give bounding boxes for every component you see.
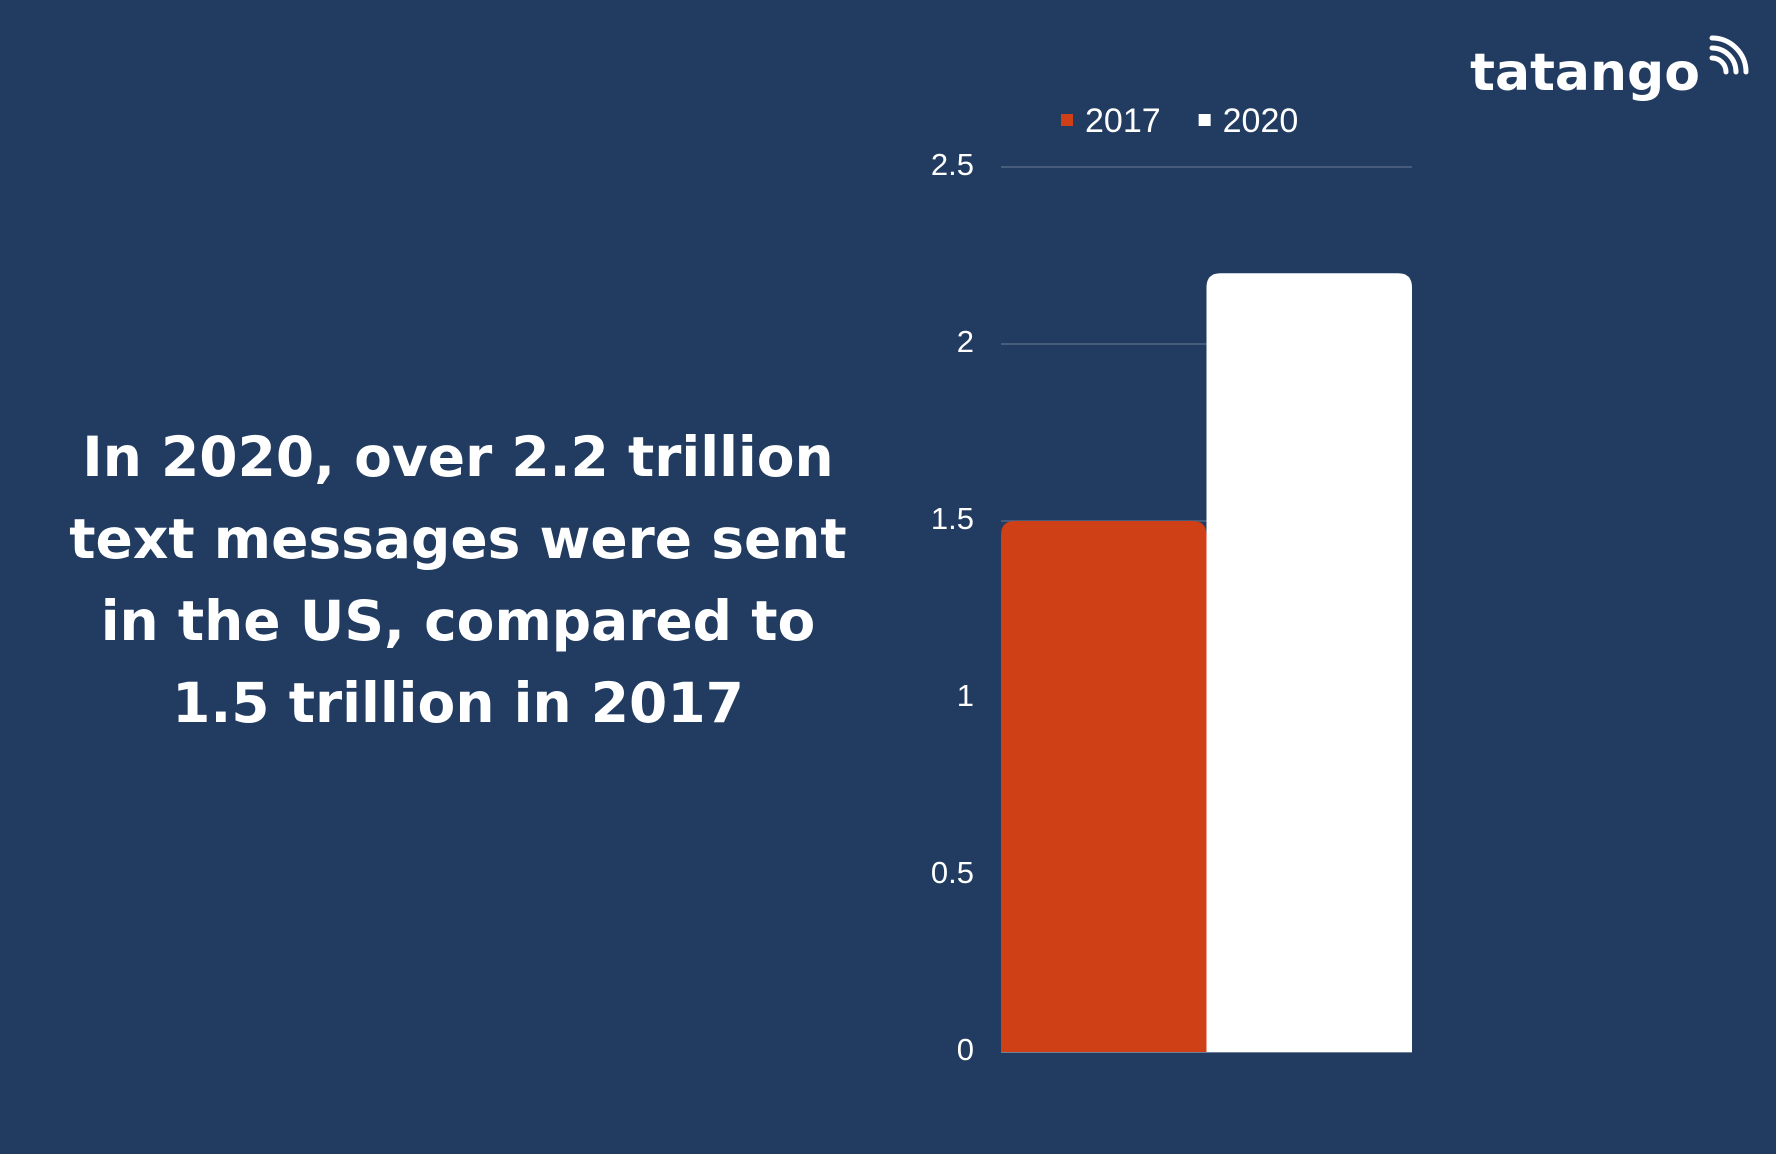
y-tick-label: 2.5	[931, 147, 974, 182]
logo-text: tatango	[1470, 43, 1700, 103]
annotation-line: text messages were sent	[69, 507, 846, 571]
legend-label: 2020	[1223, 102, 1299, 140]
y-tick-label: 2	[957, 324, 974, 359]
legend-swatch	[1061, 114, 1073, 126]
y-tick-label: 1.5	[931, 501, 974, 536]
y-tick-label: 0.5	[931, 855, 974, 890]
annotation-line: 1.5 trillion in 2017	[172, 671, 744, 735]
y-tick-label: 0	[957, 1032, 974, 1067]
legend-label: 2017	[1085, 102, 1161, 140]
logo-icon	[1709, 35, 1749, 75]
annotation-line: In 2020, over 2.2 trillion	[82, 425, 833, 489]
bar	[1206, 273, 1412, 1052]
bar	[1001, 521, 1207, 1052]
y-tick-label: 1	[957, 678, 974, 713]
legend-swatch	[1198, 114, 1211, 126]
logo: tatango	[1470, 35, 1749, 103]
annotation-line: in the US, compared to	[101, 589, 816, 653]
